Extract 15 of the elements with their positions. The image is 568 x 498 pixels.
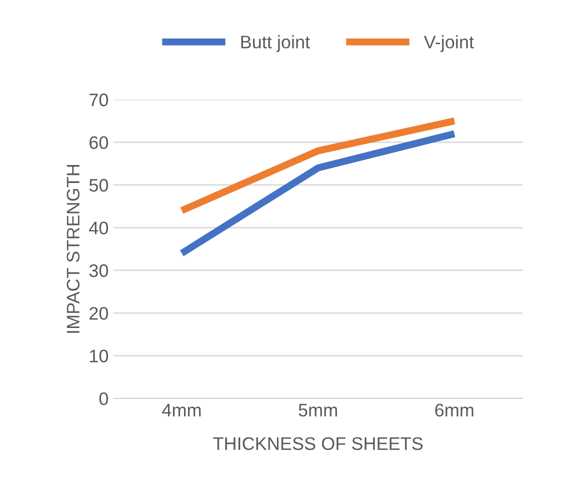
y-tick-label: 20 <box>90 306 108 320</box>
y-tick-label: 10 <box>90 350 108 362</box>
x-tick-label: 4mm <box>162 404 201 416</box>
y-axis-title: IMPACT STRENGTH <box>66 165 80 333</box>
y-tick-label: 60 <box>90 136 108 150</box>
y-tick-label: 30 <box>89 264 108 278</box>
legend-label: Butt joint <box>241 35 310 52</box>
legend-label: V-joint <box>424 35 474 52</box>
y-tick-label: 70 <box>90 94 108 106</box>
y-tick-label: 40 <box>89 222 108 234</box>
y-tick-label: 0 <box>99 392 108 406</box>
y-tick-label: 50 <box>89 178 108 192</box>
x-tick-label: 6mm <box>435 404 474 417</box>
x-axis-title: THICKNESS OF SHEETS <box>213 437 423 450</box>
x-tick-label: 5mm <box>298 404 337 417</box>
